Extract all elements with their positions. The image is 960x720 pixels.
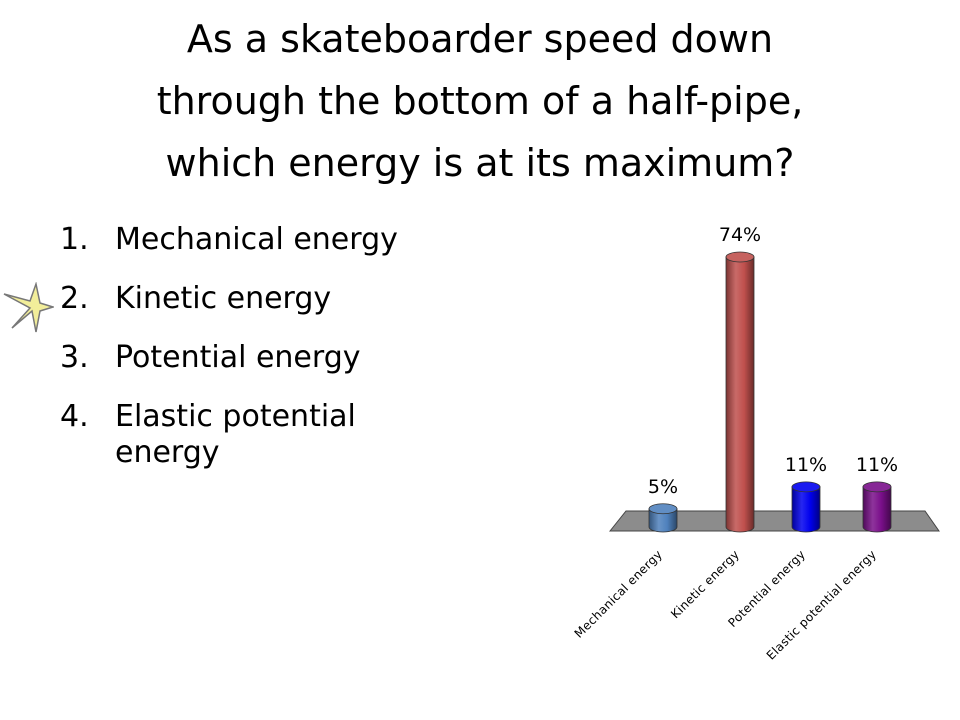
bar-top: [725, 251, 755, 263]
question-line: through the bottom of a half-pipe,: [156, 79, 804, 123]
bar: [725, 256, 755, 533]
bar-top: [791, 481, 821, 493]
bar: [862, 486, 892, 533]
data-label: 74%: [719, 224, 761, 246]
data-label: 11%: [856, 454, 898, 476]
answer-choice-1: 1. Mechanical energy: [60, 222, 460, 258]
bar: [648, 508, 678, 533]
bar-top: [648, 503, 678, 515]
choice-text: Elastic potential energy: [115, 399, 356, 470]
star-shape: [3, 282, 54, 333]
choice-text: Kinetic energy: [115, 281, 332, 316]
choice-number: 2.: [60, 281, 89, 316]
data-label: 11%: [785, 454, 827, 476]
category-label: Mechanical energy: [572, 547, 666, 641]
answer-choice-2: 2. Kinetic energy: [60, 281, 460, 317]
question-line: which energy is at its maximum?: [165, 141, 795, 185]
answer-choices: 1. Mechanical energy 2. Kinetic energy 3…: [60, 222, 460, 494]
bar-top: [862, 481, 892, 493]
choice-number: 3.: [60, 340, 89, 375]
answer-choice-3: 3. Potential energy: [60, 340, 460, 376]
data-label: 5%: [648, 476, 678, 498]
question-title: As a skateboarder speed down through the…: [60, 8, 900, 194]
choice-number: 1.: [60, 222, 89, 257]
star-icon: [3, 282, 54, 333]
category-label: Kinetic energy: [668, 547, 742, 621]
choice-number: 4.: [60, 399, 89, 434]
question-line: As a skateboarder speed down: [186, 17, 774, 61]
chart-floor: [608, 510, 940, 532]
bar: [791, 486, 821, 533]
choice-text: Potential energy: [115, 340, 361, 375]
choice-text: Mechanical energy: [115, 222, 398, 257]
answer-choice-4: 4. Elastic potential energy: [60, 399, 460, 471]
